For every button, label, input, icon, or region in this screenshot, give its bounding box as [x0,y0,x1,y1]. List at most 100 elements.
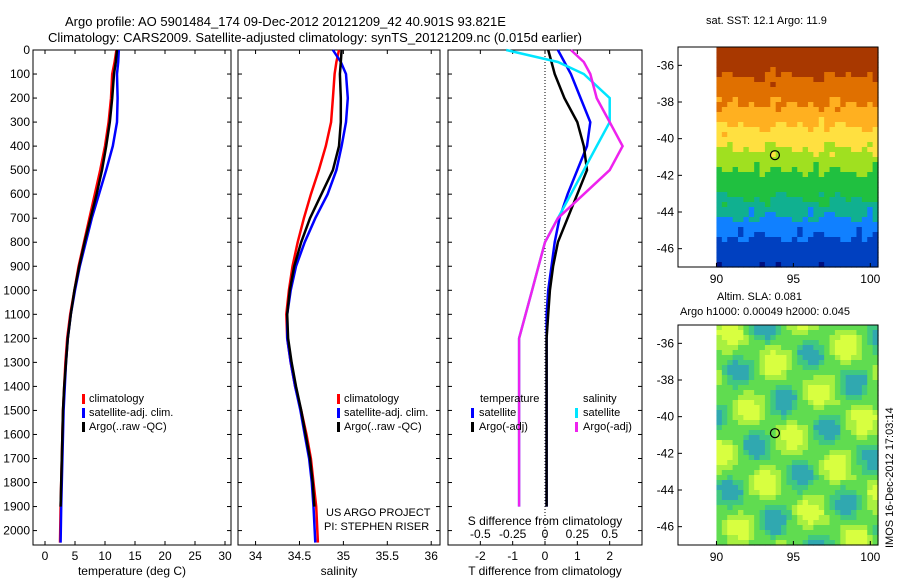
heatmap-cell [872,82,879,88]
heatmap-cell [759,172,766,178]
heatmap-cell [872,162,879,168]
heatmap-cell [818,520,825,526]
heatmap-cell [716,420,723,426]
heatmap-cell [764,325,771,331]
heatmap-cell [716,425,723,431]
s-tick-label: 0.5 [601,527,618,541]
heatmap-cell [872,435,879,441]
figure-title-line1: Argo profile: AO 5901484_174 09-Dec-2012… [65,14,506,29]
heatmap-cell [754,102,761,108]
heatmap-cell [856,355,863,361]
heatmap-cell [851,380,858,386]
heatmap-cell [770,112,777,118]
heatmap-cell [770,92,777,98]
heatmap-cell [824,222,831,228]
heatmap-cell [791,450,798,456]
heatmap-cell [834,530,841,536]
heatmap-cell [738,435,744,441]
heatmap-cell [759,365,766,371]
heatmap-cell [791,232,798,238]
heatmap-cell [716,147,723,153]
heatmap-cell [754,375,761,381]
heatmap-cell [797,520,804,526]
heatmap-cell [872,167,879,173]
heatmap-cell [851,475,858,481]
heatmap-cell [721,500,728,506]
plot-frame [32,49,232,546]
heatmap-cell [845,67,852,73]
heatmap-cell [872,340,879,346]
heatmap-cell [743,52,750,58]
heatmap-cell [727,152,734,158]
heatmap-cell [840,77,847,83]
heatmap-cell [824,335,831,341]
heatmap-cell [845,470,852,476]
heatmap-cell [786,97,793,103]
heatmap-cell [867,380,874,386]
heatmap-cell [824,510,831,516]
heatmap-cell [775,485,782,491]
heatmap-cell [743,335,750,341]
heatmap-cell [813,485,820,491]
heatmap-cell [738,187,744,193]
heatmap-cell [786,495,793,501]
heatmap-cell [721,375,728,381]
heatmap-cell [775,540,782,546]
heatmap-cell [797,510,804,516]
heatmap-cell [781,330,788,336]
heatmap-cell [754,222,761,228]
s-tick-label: -0.25 [499,527,527,541]
heatmap-cell [775,262,782,268]
heatmap-cell [802,127,809,133]
series-line [59,49,119,507]
heatmap-cell [861,252,868,258]
heatmap-cell [834,440,841,446]
heatmap-cell [721,540,728,546]
heatmap-cell [775,137,782,143]
heatmap-cell [759,485,766,491]
heatmap-cell [818,122,825,128]
heatmap-cell [867,480,874,486]
heatmap-cell [861,400,868,406]
legend-swatch [575,422,578,432]
heatmap-cell [834,152,841,158]
heatmap-cell [754,535,761,541]
heatmap-cell [775,187,782,193]
heatmap-cell [834,82,841,88]
heatmap-cell [786,530,793,536]
y-tick-label: 1200 [3,331,30,345]
heatmap-cell [743,107,750,113]
heatmap-cell [781,207,788,213]
heatmap-cell [781,500,788,506]
heatmap-cell [727,177,734,183]
heatmap-cell [797,92,804,98]
heatmap-cell [716,187,723,193]
heatmap-cell [743,167,750,173]
heatmap-cell [845,147,852,153]
heatmap-cell [829,92,836,98]
heatmap-cell [851,77,858,83]
y-tick-label: 500 [10,163,30,177]
heatmap-cell [791,490,798,496]
heatmap-cell [824,232,831,238]
heatmap-cell [861,257,868,263]
heatmap-cell [764,430,771,436]
heatmap-cell [845,385,852,391]
heatmap-cell [770,52,777,58]
heatmap-cell [716,375,723,381]
heatmap-cell [775,450,782,456]
heatmap-cell [834,370,841,376]
heatmap-cell [845,375,852,381]
heatmap-cell [743,217,750,223]
heatmap-cell [818,172,825,178]
heatmap-cell [716,237,723,243]
heatmap-cell [845,490,852,496]
heatmap-cell [732,495,739,501]
heatmap-cell [716,360,723,366]
heatmap-cell [840,375,847,381]
heatmap-cell [808,162,814,168]
heatmap-cell [770,57,777,63]
heatmap-cell [845,475,852,481]
heatmap-cell [743,530,750,536]
heatmap-cell [759,495,766,501]
